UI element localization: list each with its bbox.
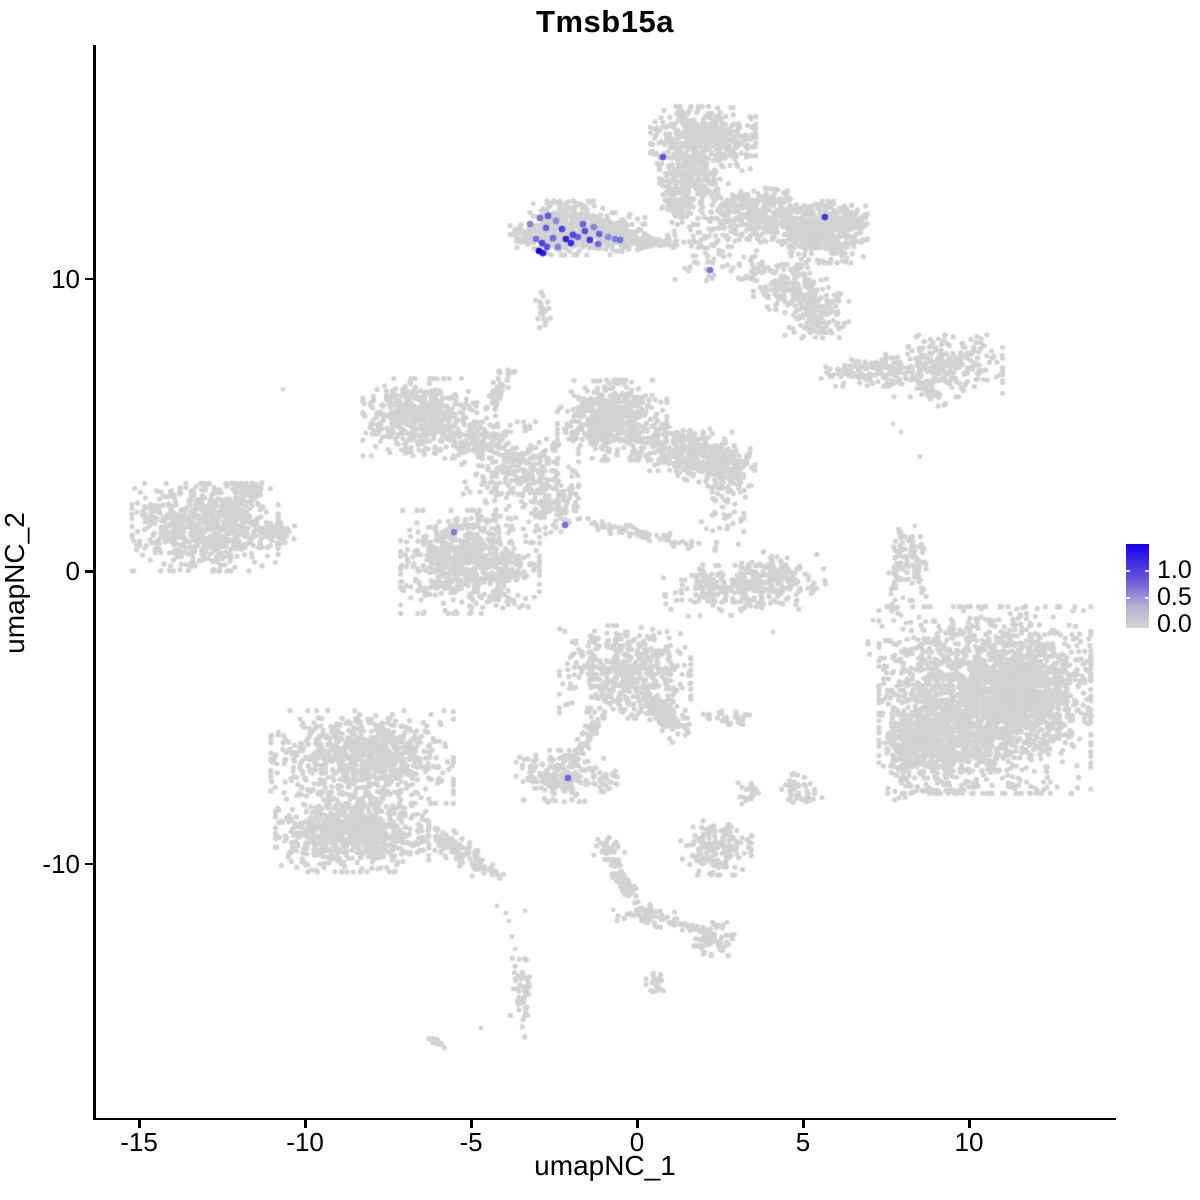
x-tick-mark [802, 1120, 805, 1128]
legend-tick-notch [1145, 597, 1149, 599]
legend-tick-label: 0.0 [1157, 610, 1192, 638]
y-axis-line [93, 45, 96, 1120]
legend-tick-notch [1126, 570, 1130, 572]
x-tick-mark [138, 1120, 141, 1128]
y-tick-mark [85, 570, 93, 573]
y-tick-label: 10 [51, 263, 80, 294]
x-tick-mark [470, 1120, 473, 1128]
expression-legend: 1.0 0.5 0.0 [1126, 544, 1200, 638]
legend-tick-notch [1126, 597, 1130, 599]
x-tick-label: 10 [954, 1127, 984, 1157]
x-axis-line [93, 1117, 1116, 1120]
x-tick-label: -10 [286, 1127, 324, 1157]
legend-gradient-bar [1126, 544, 1149, 628]
x-axis-label: umapNC_1 [534, 1150, 676, 1181]
legend-tick-label: 1.0 [1157, 556, 1192, 584]
y-axis-label: umapNC_2 [0, 512, 30, 654]
x-tick-mark [968, 1120, 971, 1128]
x-tick-label: -5 [459, 1127, 483, 1157]
legend-tick-label: 0.5 [1157, 583, 1192, 611]
x-tick-label: 0 [629, 1127, 645, 1157]
legend-tick-notch [1145, 570, 1149, 572]
x-tick-label: -15 [120, 1127, 158, 1157]
y-tick-label: 0 [65, 556, 80, 586]
y-tick-mark [85, 277, 93, 280]
x-tick-mark [304, 1120, 307, 1128]
x-tick-label: 5 [795, 1127, 811, 1157]
y-tick-mark [85, 862, 93, 865]
y-tick-label: -10 [42, 848, 80, 879]
x-tick-mark [636, 1120, 639, 1128]
